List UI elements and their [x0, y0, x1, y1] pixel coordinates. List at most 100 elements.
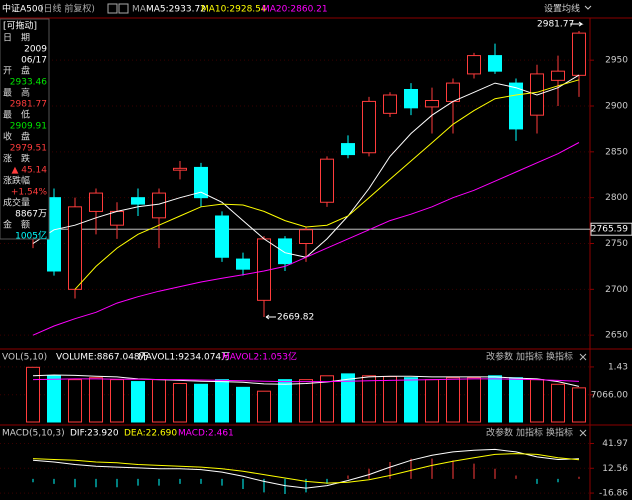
dropdown-icon[interactable] — [584, 5, 592, 10]
y-tick-label: 7066.00 — [591, 390, 628, 400]
volume-bar — [362, 375, 376, 423]
candle-body — [425, 100, 439, 108]
volume-bar — [551, 383, 565, 423]
candle-body — [362, 100, 376, 154]
y-tick-label: 2800 — [605, 193, 628, 203]
candle-body — [467, 55, 481, 75]
sidebar-value: 2009 — [24, 45, 47, 55]
candle-body — [152, 192, 166, 219]
y-tick-label: 2750 — [605, 239, 628, 249]
volume-bar — [215, 379, 229, 423]
volume-bar — [152, 379, 166, 423]
price-label: 2765.59 — [591, 225, 628, 235]
volume-bar — [467, 377, 481, 423]
icon[interactable] — [118, 3, 129, 14]
y-tick-label: 2950 — [605, 56, 628, 66]
panel-button[interactable]: 换指标 — [546, 351, 573, 363]
macd-value: MACD:2.461 — [178, 429, 234, 439]
drag-handle: [可拖动] — [3, 20, 37, 32]
volume-bar — [26, 366, 40, 423]
dea-value: DEA:22.690 — [124, 429, 177, 439]
sidebar-value: 2933.46 — [10, 78, 47, 88]
high-arrow — [570, 21, 584, 27]
volume-bar — [509, 377, 523, 423]
sidebar-value: 2979.51 — [10, 144, 47, 154]
volume-bar — [446, 377, 460, 423]
close-icon[interactable] — [579, 429, 587, 437]
sidebar-value: 2909.91 — [10, 122, 47, 132]
mavol2: MAVOL2:1.053亿 — [222, 351, 297, 363]
volume-bar — [530, 379, 544, 423]
volume-bar — [572, 387, 586, 423]
volume-bar — [404, 377, 418, 423]
panel-button[interactable]: 换指标 — [546, 427, 573, 439]
candle-body — [131, 197, 145, 205]
price-label-box — [590, 222, 632, 236]
y-tick-label: 2700 — [605, 285, 628, 295]
candle-body — [89, 192, 103, 212]
volume-bar — [278, 379, 292, 423]
close-icon[interactable] — [579, 353, 587, 361]
index-name: 中证A500 — [2, 3, 44, 15]
settings-button[interactable]: 设置均线 — [544, 3, 580, 15]
y-tick-label: 2650 — [605, 331, 628, 341]
volume-bar — [341, 373, 355, 423]
ma-line — [32, 453, 580, 484]
volume-bar — [383, 376, 397, 423]
candle-body — [488, 55, 502, 72]
y-tick-label: 41.97 — [602, 439, 628, 449]
volume-bar — [47, 375, 61, 423]
sidebar-label: 涨跌幅 — [3, 175, 30, 187]
ma10-legend: MA10:2928.54 — [201, 5, 267, 15]
y-tick-label: 1.43 — [608, 362, 628, 372]
sidebar-value: ▲ 45.14 — [11, 166, 47, 176]
sidebar-label: 最 低 — [3, 109, 30, 121]
sidebar-value: 06/17 — [21, 56, 47, 66]
candle-body — [341, 143, 355, 156]
panel-button[interactable]: 加指标 — [516, 351, 543, 363]
candle-body — [194, 166, 208, 199]
volume-bar — [131, 381, 145, 423]
vol-value: VOLUME:8867.048万 — [56, 353, 149, 363]
panel-button[interactable]: 改参数 — [486, 351, 513, 363]
candle-body — [173, 167, 187, 171]
sidebar-label: 日 期 — [3, 33, 30, 44]
chart-mode[interactable]: (日线 前复权) — [40, 3, 95, 15]
sidebar-box — [0, 18, 50, 240]
candle-body — [110, 210, 124, 226]
volume-bar — [68, 379, 82, 423]
candle-body — [320, 158, 334, 203]
candle-body — [383, 94, 397, 114]
dif-value: DIF:23.920 — [70, 429, 119, 439]
candle-body — [404, 89, 418, 109]
volume-bar — [488, 375, 502, 423]
ma-line — [32, 448, 580, 489]
icon[interactable] — [107, 3, 118, 14]
ma-label: MA — [132, 5, 147, 15]
candle-body — [299, 229, 313, 244]
chart-layer: 中证A500 (日线 前复权) MA MA5:2933.72 MA10:2928… — [0, 3, 632, 500]
volume-bar — [257, 390, 271, 423]
y-tick-label: 2900 — [605, 102, 628, 112]
candle-body — [446, 82, 460, 102]
y-tick-label: 12.56 — [602, 464, 628, 474]
sidebar-label: 收 盘 — [3, 131, 30, 143]
macd-title: MACD(5,10,3) — [2, 429, 65, 439]
ma-line — [32, 142, 580, 336]
y-tick-label: -16.86 — [599, 489, 628, 499]
candle-body — [68, 206, 82, 290]
candle-body — [572, 32, 586, 76]
ma5-legend: MA5:2933.72 — [146, 5, 206, 15]
sidebar-label: 最 高 — [3, 87, 30, 99]
candle-body — [551, 70, 565, 81]
panel-button[interactable]: 改参数 — [486, 427, 513, 439]
mavol1: MAVOL1:9234.074万 — [138, 353, 230, 363]
ma-line — [74, 79, 580, 290]
panel-button[interactable]: 加指标 — [516, 427, 543, 439]
volume-bar — [236, 386, 250, 423]
candle-body — [509, 82, 523, 130]
